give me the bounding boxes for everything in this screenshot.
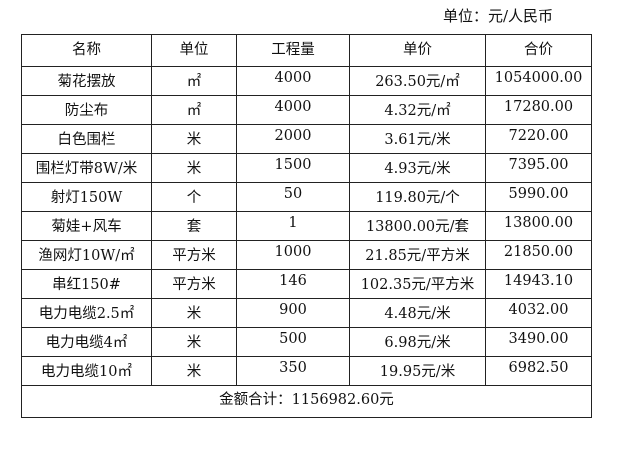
item-quantity: 500 xyxy=(236,327,350,357)
item-unit-price: 263.50元/㎡ xyxy=(349,66,486,96)
table-row: 围栏灯带8W/米米 1500 4.93元/米 7395.00 xyxy=(21,153,592,183)
item-name: 电力电缆4㎡ xyxy=(21,327,152,357)
item-unit: 米 xyxy=(151,327,237,357)
item-name: 围栏灯带8W/米 xyxy=(21,153,152,183)
table-row: 串红150# 平方米 146 102.35元/平方米 14943.10 xyxy=(21,269,592,299)
item-unit-price: 4.32元/㎡ xyxy=(349,95,486,125)
header-unit: 单位 xyxy=(151,34,237,67)
item-total-price: 7220.00 xyxy=(485,124,592,154)
item-total-price: 14943.10 xyxy=(485,269,592,299)
item-name: 菊娃+风车 xyxy=(21,211,152,241)
item-unit: 米 xyxy=(151,298,237,328)
item-unit-price: 4.48元/米 xyxy=(349,298,486,328)
item-total-price: 1054000.00 xyxy=(485,66,592,96)
item-quantity: 900 xyxy=(236,298,350,328)
item-unit-price: 4.93元/米 xyxy=(349,153,486,183)
item-total-price: 21850.00 xyxy=(485,240,592,270)
item-unit: 平方米 xyxy=(151,269,237,299)
item-unit-price: 19.95元/米 xyxy=(349,356,486,386)
item-total-price: 17280.00 xyxy=(485,95,592,125)
item-quantity: 350 xyxy=(236,356,350,386)
item-total-price: 5990.00 xyxy=(485,182,592,212)
item-name: 防尘布 xyxy=(21,95,152,125)
item-unit: 套 xyxy=(151,211,237,241)
item-total-price: 13800.00 xyxy=(485,211,592,241)
item-unit: ㎡ xyxy=(151,66,237,96)
item-unit: 米 xyxy=(151,153,237,183)
item-unit-price: 21.85元/平方米 xyxy=(349,240,486,270)
item-total-price: 6982.50 xyxy=(485,356,592,386)
table-row: 白色围栏米 2000 3.61元/米 7220.00 xyxy=(21,124,592,154)
header-unit-price: 单价 xyxy=(349,34,486,67)
item-name: 串红150# xyxy=(21,269,152,299)
item-unit: 米 xyxy=(151,356,237,386)
item-quantity: 146 xyxy=(236,269,350,299)
item-quantity: 1 xyxy=(236,211,350,241)
grand-total: 金额合计：1156982.60元 xyxy=(21,385,592,418)
item-name: 电力电缆2.5㎡ xyxy=(21,298,152,328)
item-total-price: 3490.00 xyxy=(485,327,592,357)
item-quantity: 4000 xyxy=(236,66,350,96)
item-quantity: 4000 xyxy=(236,95,350,125)
item-unit: 米 xyxy=(151,124,237,154)
table-header-row: 名称 单位 工程量 单价 合价 xyxy=(21,34,592,67)
item-name: 射灯150W xyxy=(21,182,152,212)
currency-unit-note: 单位：元/人民币 xyxy=(443,7,554,25)
header-quantity: 工程量 xyxy=(236,34,350,67)
table-row: 射灯150W 个 50 119.80元/个 5990.00 xyxy=(21,182,592,212)
item-unit-price: 3.61元/米 xyxy=(349,124,486,154)
item-quantity: 50 xyxy=(236,182,350,212)
item-unit-price: 13800.00元/套 xyxy=(349,211,486,241)
item-quantity: 1500 xyxy=(236,153,350,183)
item-total-price: 4032.00 xyxy=(485,298,592,328)
item-name: 渔网灯10W/㎡ xyxy=(21,240,152,270)
item-name: 电力电缆10㎡ xyxy=(21,356,152,386)
item-unit-price: 119.80元/个 xyxy=(349,182,486,212)
item-unit-price: 102.35元/平方米 xyxy=(349,269,486,299)
header-total-price: 合价 xyxy=(485,34,592,67)
item-name: 菊花摆放 xyxy=(21,66,152,96)
header-name: 名称 xyxy=(21,34,152,67)
item-total-price: 7395.00 xyxy=(485,153,592,183)
item-unit: ㎡ xyxy=(151,95,237,125)
table-row: 菊娃+风车套 1 13800.00元/套 13800.00 xyxy=(21,211,592,241)
item-unit-price: 6.98元/米 xyxy=(349,327,486,357)
item-name: 白色围栏 xyxy=(21,124,152,154)
item-quantity: 2000 xyxy=(236,124,350,154)
item-quantity: 1000 xyxy=(236,240,350,270)
item-unit: 个 xyxy=(151,182,237,212)
table-row: 渔网灯10W/㎡ 平方米 1000 21.85元/平方米 21850.00 xyxy=(21,240,592,270)
total-row: 金额合计：1156982.60元 xyxy=(21,385,592,418)
item-unit: 平方米 xyxy=(151,240,237,270)
